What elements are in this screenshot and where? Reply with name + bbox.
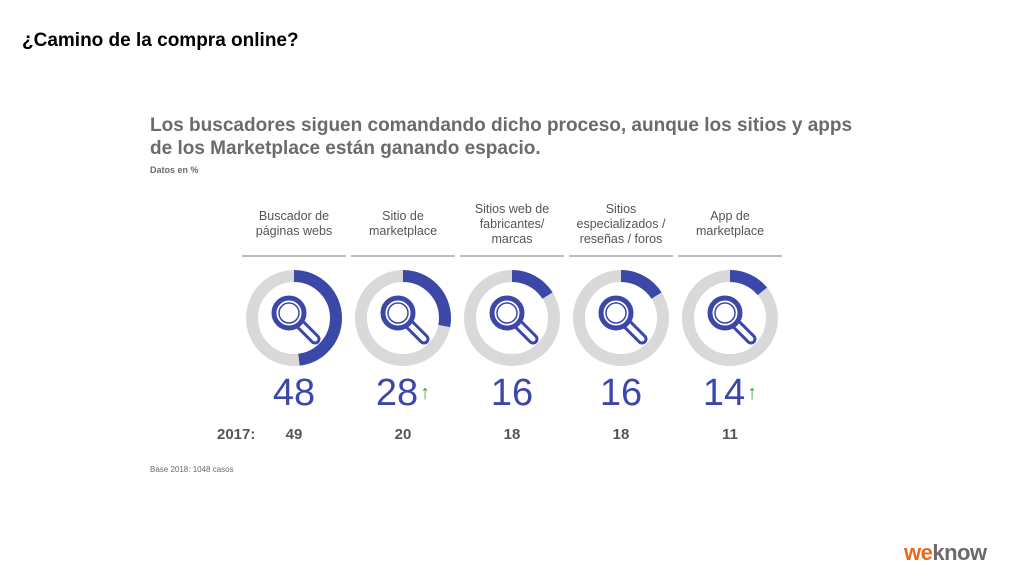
logo-know: know bbox=[932, 540, 987, 565]
value-label: 16 bbox=[460, 372, 564, 415]
donut-ring bbox=[573, 270, 669, 366]
value-number: 16 bbox=[490, 372, 534, 414]
category-divider bbox=[569, 255, 673, 257]
category-divider bbox=[460, 255, 564, 257]
value-label: 16 bbox=[569, 372, 673, 415]
category-label: Sitio de marketplace bbox=[368, 209, 438, 238]
base-note: Base 2018: 1048 casos bbox=[150, 465, 234, 474]
magnifier-icon bbox=[271, 295, 321, 345]
category-divider bbox=[351, 255, 455, 257]
prev-year-value: 49 bbox=[285, 426, 303, 443]
donut-ring bbox=[246, 270, 342, 366]
category-divider bbox=[242, 255, 346, 257]
donut-value-arc bbox=[246, 270, 342, 366]
donut-value-arc bbox=[573, 270, 669, 366]
value-label: 48 bbox=[242, 372, 346, 415]
headline-line-2: de los Marketplace están ganando espacio… bbox=[150, 138, 541, 159]
prev-year-label: 2017: bbox=[217, 426, 256, 443]
up-arrow-icon: ↑ bbox=[747, 382, 758, 404]
donut-ring bbox=[355, 270, 451, 366]
prev-year-value: 18 bbox=[503, 426, 521, 443]
magnifier-icon bbox=[380, 295, 430, 345]
donut-ring bbox=[464, 270, 560, 366]
category-label: Sitios web de fabricantes/ marcas bbox=[474, 201, 550, 246]
donut-value-arc bbox=[682, 270, 778, 366]
category-divider bbox=[678, 255, 782, 257]
data-unit-note: Datos en % bbox=[150, 165, 199, 175]
slide-title: ¿Camino de la compra online? bbox=[22, 30, 299, 51]
value-label: 14 ↑ bbox=[678, 372, 782, 415]
category-label: App de marketplace bbox=[695, 209, 765, 238]
prev-year-value: 18 bbox=[612, 426, 630, 443]
up-arrow-icon: ↑ bbox=[420, 382, 431, 404]
headline-line-1: Los buscadores siguen comandando dicho p… bbox=[150, 115, 853, 136]
value-number: 48 bbox=[272, 372, 316, 414]
category-label: Buscador de páginas webs bbox=[255, 209, 333, 238]
donut-value-arc bbox=[355, 270, 451, 366]
prev-year-value: 20 bbox=[394, 426, 412, 443]
category-label: Sitios especializados / reseñas / foros bbox=[576, 201, 666, 246]
weknow-logo: weknow bbox=[904, 540, 987, 566]
value-number: 14 bbox=[702, 372, 746, 414]
chart-headline: Los buscadores siguen comandando dicho p… bbox=[150, 114, 890, 160]
magnifier-icon bbox=[707, 295, 757, 345]
donut-ring bbox=[682, 270, 778, 366]
value-label: 28 ↑ bbox=[351, 372, 455, 415]
magnifier-icon bbox=[489, 295, 539, 345]
donut-value-arc bbox=[464, 270, 560, 366]
prev-year-value: 11 bbox=[722, 426, 738, 443]
value-number: 28 bbox=[375, 372, 419, 414]
logo-we: we bbox=[904, 540, 933, 565]
magnifier-icon bbox=[598, 295, 648, 345]
value-number: 16 bbox=[599, 372, 643, 414]
